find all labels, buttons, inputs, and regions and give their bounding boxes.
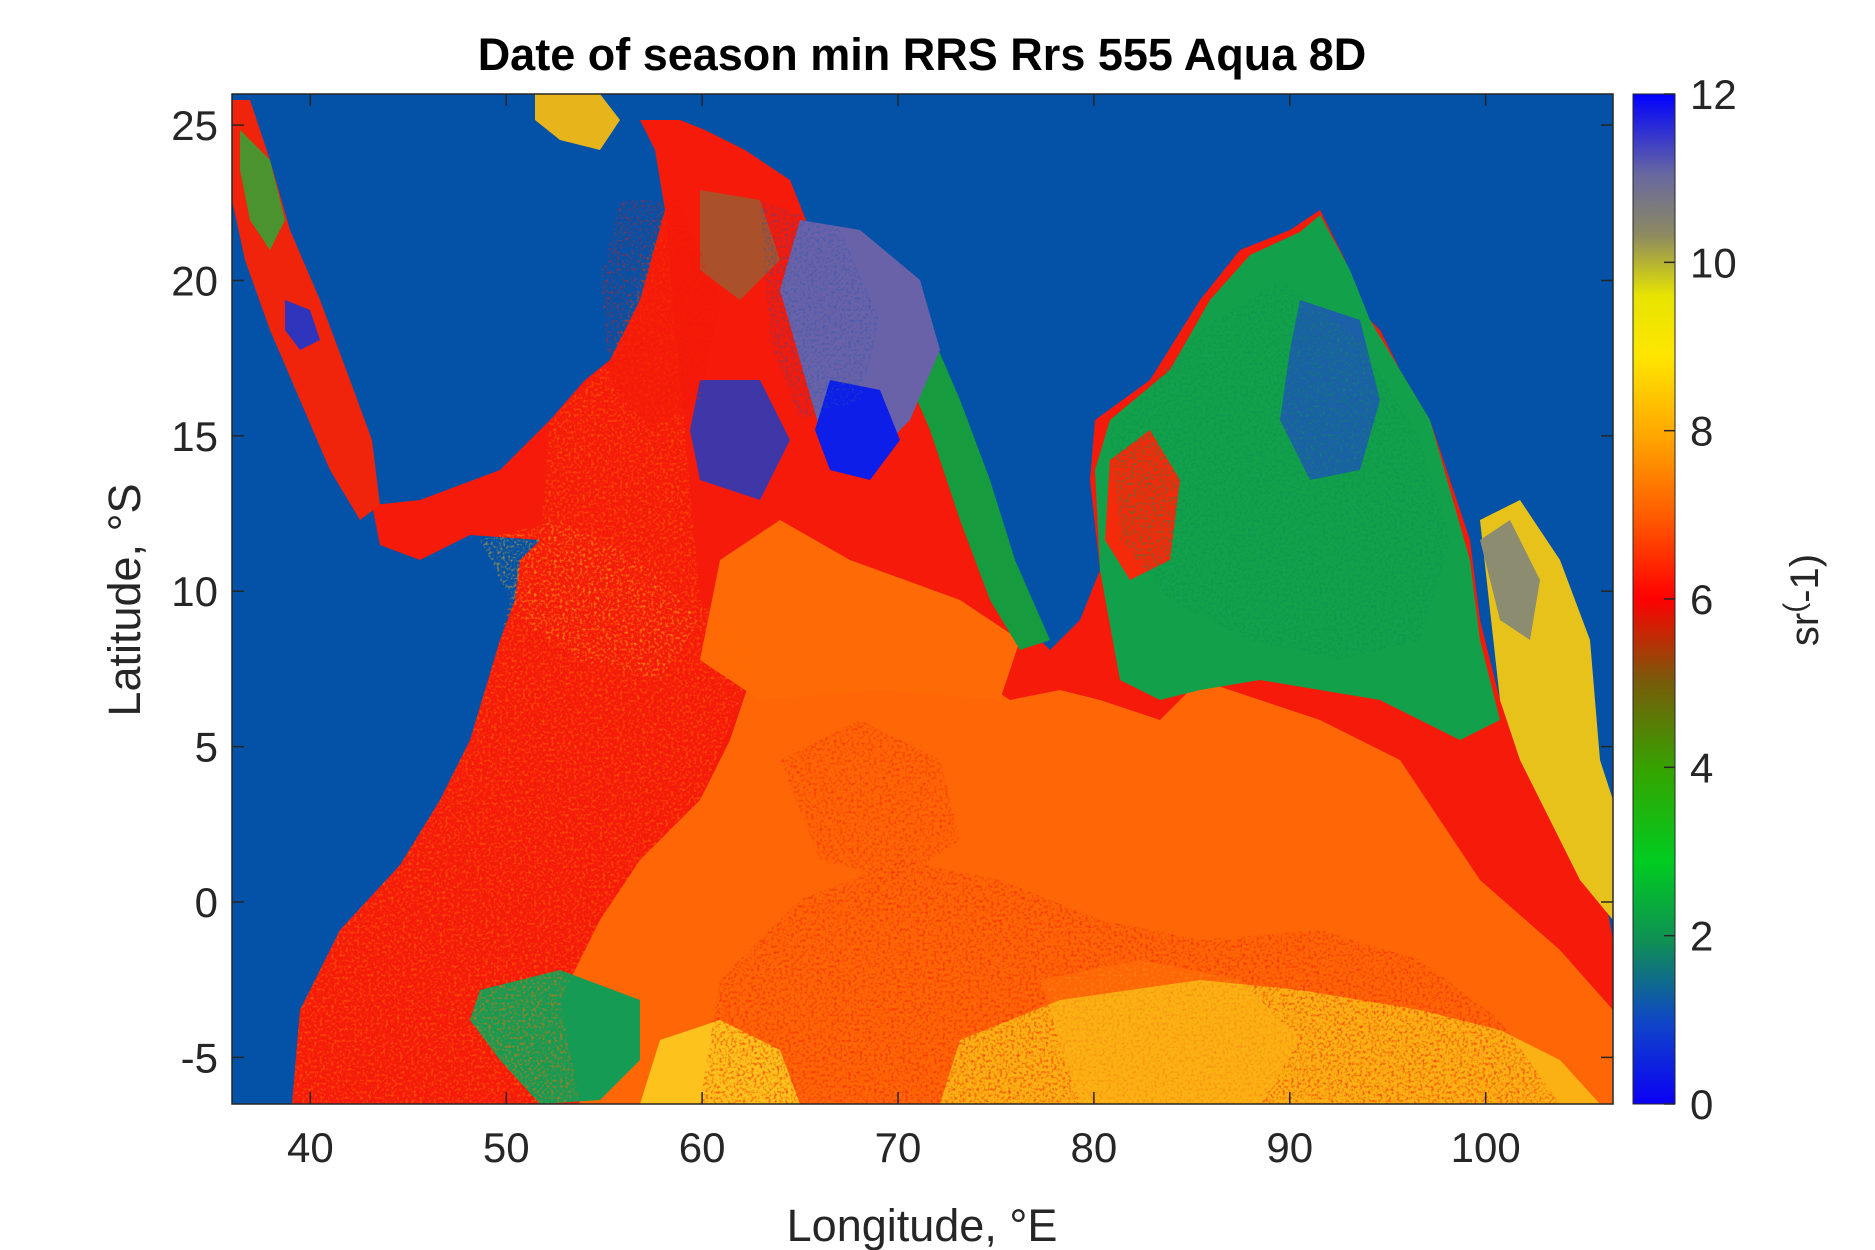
x-tick-label: 80 xyxy=(1071,1124,1118,1171)
x-tick-label: 100 xyxy=(1451,1124,1521,1171)
y-tick-label: 15 xyxy=(171,413,218,460)
colorbar-tick-label: 8 xyxy=(1690,408,1713,455)
colorbar: 0 2 4 6 8 10 12 sr(-1) xyxy=(1632,71,1827,1128)
y-tick-label: -5 xyxy=(181,1034,218,1081)
chart-title: Date of season min RRS Rrs 555 Aqua 8D xyxy=(478,29,1367,80)
colorbar-tick-label: 10 xyxy=(1690,239,1737,286)
colorbar-tick-label: 2 xyxy=(1690,913,1713,960)
svg-text:sr(-1): sr(-1) xyxy=(1778,554,1827,646)
persian-gulf-field xyxy=(535,94,620,150)
ocean-field xyxy=(232,94,1613,1104)
y-tick-label: 20 xyxy=(171,257,218,304)
red-sea-green xyxy=(240,130,285,250)
y-axis: -5 0 5 10 15 20 25 Latitude, °S xyxy=(99,102,1613,1081)
x-tick-label: 60 xyxy=(679,1124,726,1171)
andaman-grey xyxy=(1480,520,1540,640)
x-axis: 40 50 60 70 80 90 100 Longitude, °E xyxy=(287,94,1521,1250)
y-tick-label: 0 xyxy=(195,879,218,926)
colorbar-ticks: 0 2 4 6 8 10 12 xyxy=(1664,71,1737,1128)
orange-band-north xyxy=(700,520,1020,700)
colorbar-label: sr(-1) xyxy=(1778,554,1827,646)
y-tick-label: 25 xyxy=(171,102,218,149)
x-tick-label: 90 xyxy=(1266,1124,1313,1171)
x-tick-label: 50 xyxy=(483,1124,530,1171)
plot-area xyxy=(231,93,1614,1105)
axes-box xyxy=(231,93,1614,1105)
x-ticks: 40 50 60 70 80 90 100 xyxy=(287,94,1521,1171)
red-sea-blue xyxy=(285,300,320,350)
colorbar-tick-label: 12 xyxy=(1690,71,1737,118)
speckle-texture xyxy=(292,200,1560,1104)
y-axis-label: Latitude, °S xyxy=(99,483,150,716)
y-tick-label: 10 xyxy=(171,568,218,615)
gulf-of-oman-olive xyxy=(700,190,780,300)
colorbar-tick-label: 4 xyxy=(1690,744,1713,791)
y-ticks: -5 0 5 10 15 20 25 xyxy=(171,102,1613,1081)
y-tick-label: 5 xyxy=(195,724,218,771)
colorbar-tick-label: 6 xyxy=(1690,576,1713,623)
india-west-coast-strip xyxy=(900,300,1050,650)
colorbar-tick-label: 0 xyxy=(1690,1081,1713,1128)
arabian-sea-blue-dots xyxy=(690,380,790,500)
x-tick-label: 70 xyxy=(875,1124,922,1171)
x-axis-label: Longitude, °E xyxy=(787,1200,1058,1250)
x-tick-label: 40 xyxy=(287,1124,334,1171)
